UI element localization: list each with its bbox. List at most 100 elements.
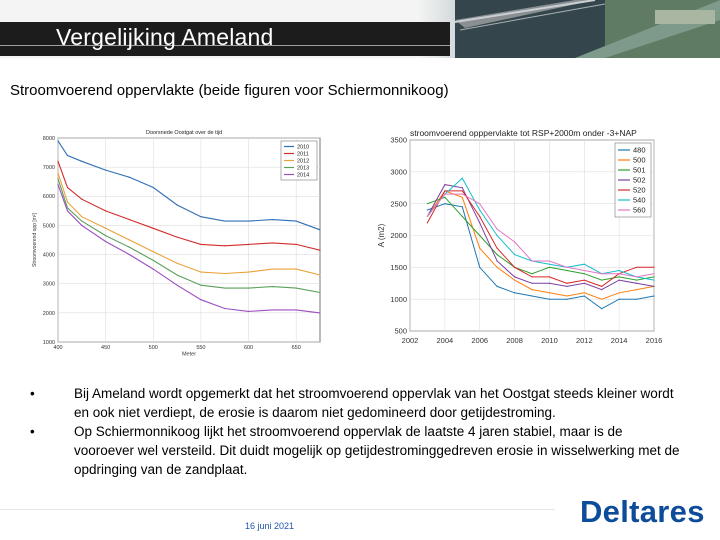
data-point-501	[653, 276, 655, 278]
data-point-480	[601, 308, 603, 310]
data-point-480	[531, 295, 533, 297]
data-point-501	[531, 273, 533, 275]
y-tick-label: 2000	[390, 231, 407, 240]
data-point-2011	[224, 245, 226, 247]
legend-label-480: 480	[633, 146, 646, 155]
data-point-560	[531, 260, 533, 262]
data-point-480	[548, 298, 551, 300]
data-point-560	[618, 273, 620, 275]
legend-label-520: 520	[633, 186, 646, 195]
data-point-2013	[152, 259, 154, 261]
data-point-501	[583, 273, 585, 275]
data-point-520	[479, 215, 481, 217]
y-tick-label: 2000	[43, 311, 55, 317]
data-point-540	[513, 254, 516, 256]
slide-title: Vergelijking Ameland	[56, 24, 274, 50]
data-point-560	[601, 273, 603, 275]
data-point-2013	[319, 291, 321, 294]
x-tick-label: 500	[149, 345, 158, 351]
data-point-2014	[271, 309, 273, 311]
data-point-2011	[105, 210, 107, 212]
data-point-2013	[271, 286, 273, 288]
slide-subtitle: Stroomvoerend oppervlakte (beide figuren…	[10, 82, 449, 99]
data-point-2014	[152, 268, 154, 270]
data-point-520	[444, 190, 446, 192]
data-point-502	[583, 282, 585, 284]
bullet-dot: •	[30, 386, 35, 401]
data-point-500	[461, 196, 463, 198]
data-point-2010	[176, 204, 178, 206]
title-band	[0, 22, 450, 56]
data-point-2013	[224, 287, 226, 289]
data-point-502	[496, 260, 498, 262]
data-point-2011	[295, 243, 297, 245]
legend-label-501: 501	[633, 166, 646, 175]
data-point-520	[653, 266, 655, 268]
legend-label-2010: 2010	[297, 144, 309, 150]
data-point-2012	[152, 251, 154, 253]
data-point-501	[479, 234, 481, 237]
footer-divider	[0, 509, 555, 510]
data-point-2010	[295, 220, 297, 222]
data-point-2011	[152, 227, 154, 229]
legend-label-2013: 2013	[297, 165, 309, 171]
y-tick-label: 6000	[43, 194, 55, 200]
data-point-520	[635, 266, 638, 268]
data-point-520	[566, 282, 568, 284]
bullet-item-schiermonnikoog: • Op Schiermonnikoog lijkt het stroomvoe…	[30, 422, 680, 479]
data-point-2010	[200, 216, 202, 218]
data-point-502	[566, 285, 568, 288]
data-point-480	[635, 298, 638, 300]
chart-title: Doorsnede Oostgat over de tijd	[146, 130, 222, 136]
left-chart-oostgat: 400 450 500 550 600 650 1000 2000 3000 4000 5000 60…	[32, 130, 321, 358]
data-point-500	[496, 266, 498, 268]
x-tick-label: 2002	[402, 336, 419, 345]
x-tick-label: 400	[53, 345, 62, 351]
series-line-480	[427, 203, 655, 310]
data-point-502	[618, 279, 620, 281]
data-point-480	[461, 206, 463, 208]
x-tick-label: 2014	[611, 336, 628, 345]
data-point-2014	[66, 210, 69, 212]
data-point-540	[618, 269, 620, 272]
data-point-502	[653, 285, 655, 288]
series-line-502	[426, 184, 655, 291]
data-point-2014	[295, 309, 297, 311]
data-point-560	[548, 260, 551, 262]
data-point-2011	[128, 219, 131, 221]
data-point-560	[513, 241, 516, 243]
data-point-520	[496, 247, 498, 249]
legend-label-500: 500	[633, 156, 646, 165]
data-point-480	[583, 295, 585, 297]
data-point-2010	[105, 169, 107, 171]
x-tick-label: 2016	[646, 336, 663, 345]
data-point-502	[461, 187, 463, 189]
data-point-520	[426, 222, 429, 224]
data-point-501	[496, 254, 498, 256]
data-point-500	[601, 298, 603, 300]
data-point-2011	[66, 186, 69, 189]
bullet-text-schiermonnikoog: Op Schiermonnikoog lijkt het stroomvoere…	[74, 424, 680, 477]
data-point-502	[635, 282, 638, 284]
data-point-560	[479, 203, 481, 205]
data-point-560	[461, 193, 463, 195]
legend-label-540: 540	[633, 196, 646, 205]
data-point-502	[444, 183, 446, 186]
data-point-520	[583, 279, 585, 281]
plot-area	[57, 137, 321, 343]
data-point-560	[444, 193, 446, 195]
deltares-logo: Deltares	[580, 494, 705, 529]
data-point-540	[479, 209, 481, 211]
data-point-2012	[295, 268, 297, 270]
data-point-2014	[319, 312, 321, 314]
data-point-2014	[81, 224, 83, 227]
series-line-560	[427, 193, 655, 278]
data-point-501	[444, 196, 446, 198]
data-point-500	[513, 279, 516, 281]
data-point-2014	[57, 184, 59, 186]
legend-label-502: 502	[633, 176, 646, 185]
x-tick-label: 650	[292, 345, 301, 351]
y-axis-label: A (m2)	[377, 223, 386, 247]
data-point-480	[426, 209, 429, 211]
data-point-2010	[271, 219, 273, 221]
